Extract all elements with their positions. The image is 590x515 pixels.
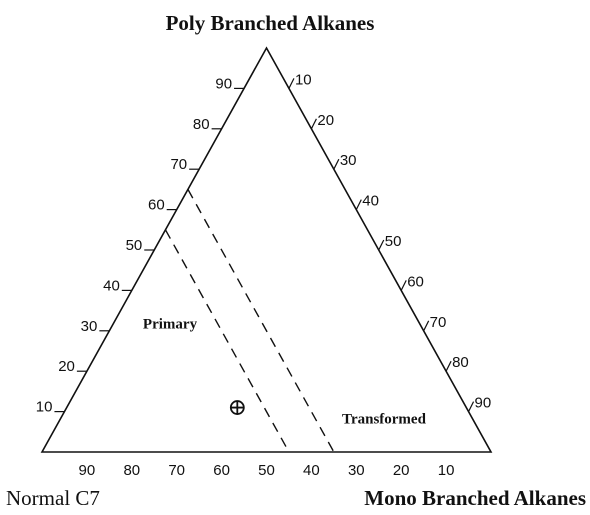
right-label: Mono Branched Alkanes — [364, 486, 586, 510]
poly-tick-label: 40 — [103, 277, 120, 294]
tick-mark — [400, 280, 407, 291]
mono-tick-label: 20 — [317, 112, 334, 129]
normal-tick-label: 20 — [393, 462, 410, 479]
region-label: Transformed — [342, 411, 427, 427]
poly-tick-label: 70 — [170, 156, 187, 173]
mono-tick-label: 40 — [362, 193, 379, 210]
poly-tick-label: 80 — [193, 116, 210, 133]
tick-mark — [445, 360, 452, 372]
tick-mark — [288, 78, 295, 89]
normal-tick-label: 40 — [303, 462, 320, 479]
normal-tick-label: 50 — [258, 462, 275, 479]
mono-tick-label: 50 — [385, 233, 402, 250]
tick-mark — [355, 199, 362, 210]
normal-tick-label: 60 — [213, 462, 230, 479]
normal-tick-label: 70 — [168, 462, 185, 479]
mono-tick-label: 80 — [452, 354, 469, 371]
poly-tick-label: 90 — [215, 75, 232, 92]
boundary-line — [187, 189, 335, 453]
tick-mark — [423, 320, 430, 332]
tick-mark — [378, 239, 385, 251]
left-label: Normal C7 — [6, 486, 100, 510]
mono-tick-label: 60 — [407, 273, 424, 290]
normal-tick-label: 10 — [438, 462, 455, 479]
data-point-cross — [230, 401, 244, 415]
mono-tick-label: 30 — [340, 152, 357, 169]
mono-tick-label: 10 — [295, 71, 312, 88]
boundary-line — [164, 229, 290, 453]
tick-mark — [310, 118, 317, 130]
tick-mark — [333, 158, 340, 170]
normal-tick-label: 30 — [348, 462, 365, 479]
poly-tick-label: 10 — [36, 399, 53, 416]
normal-tick-label: 90 — [79, 462, 96, 479]
normal-tick-label: 80 — [123, 462, 140, 479]
mono-tick-label: 90 — [475, 395, 492, 412]
triangle — [40, 46, 493, 453]
top-label: Poly Branched Alkanes — [166, 11, 375, 35]
tick-mark — [468, 401, 475, 412]
poly-tick-label: 30 — [81, 318, 98, 335]
poly-tick-label: 50 — [126, 237, 143, 254]
poly-tick-label: 60 — [148, 197, 165, 214]
poly-tick-label: 20 — [58, 358, 75, 375]
mono-tick-label: 70 — [430, 314, 447, 331]
region-label: Primary — [143, 316, 198, 332]
